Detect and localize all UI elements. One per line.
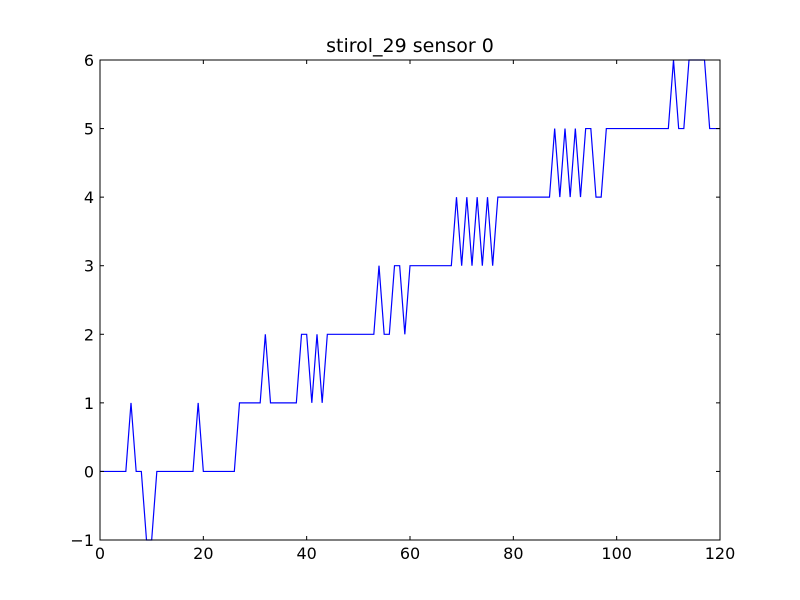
x-tick-labels: 0 20 40 60 80 100 120 — [95, 544, 735, 563]
y-tick-labels: −1 0 1 2 3 4 5 6 — [70, 51, 94, 550]
y-tick-label: 1 — [84, 394, 94, 413]
x-tick-label: 80 — [503, 544, 523, 563]
series-line-0 — [100, 59, 720, 541]
plot-area — [100, 60, 720, 540]
y-tick-label: 2 — [84, 325, 94, 344]
chart-title: stirol_29 sensor 0 — [326, 35, 494, 57]
y-tick-label: 6 — [84, 51, 94, 70]
x-tick-label: 60 — [400, 544, 420, 563]
x-tick-label: 100 — [601, 544, 632, 563]
x-tick-label: 20 — [193, 544, 213, 563]
y-tick-label: 0 — [84, 462, 94, 481]
ticks-layer — [99, 59, 721, 541]
x-tick-label: 40 — [296, 544, 316, 563]
y-tick-label: 4 — [84, 188, 94, 207]
series-layer — [100, 59, 720, 541]
x-tick-label: 120 — [705, 544, 736, 563]
y-tick-label: −1 — [70, 531, 94, 550]
y-tick-label: 5 — [84, 120, 94, 139]
y-tick-label: 3 — [84, 257, 94, 276]
x-tick-label: 0 — [95, 544, 105, 563]
